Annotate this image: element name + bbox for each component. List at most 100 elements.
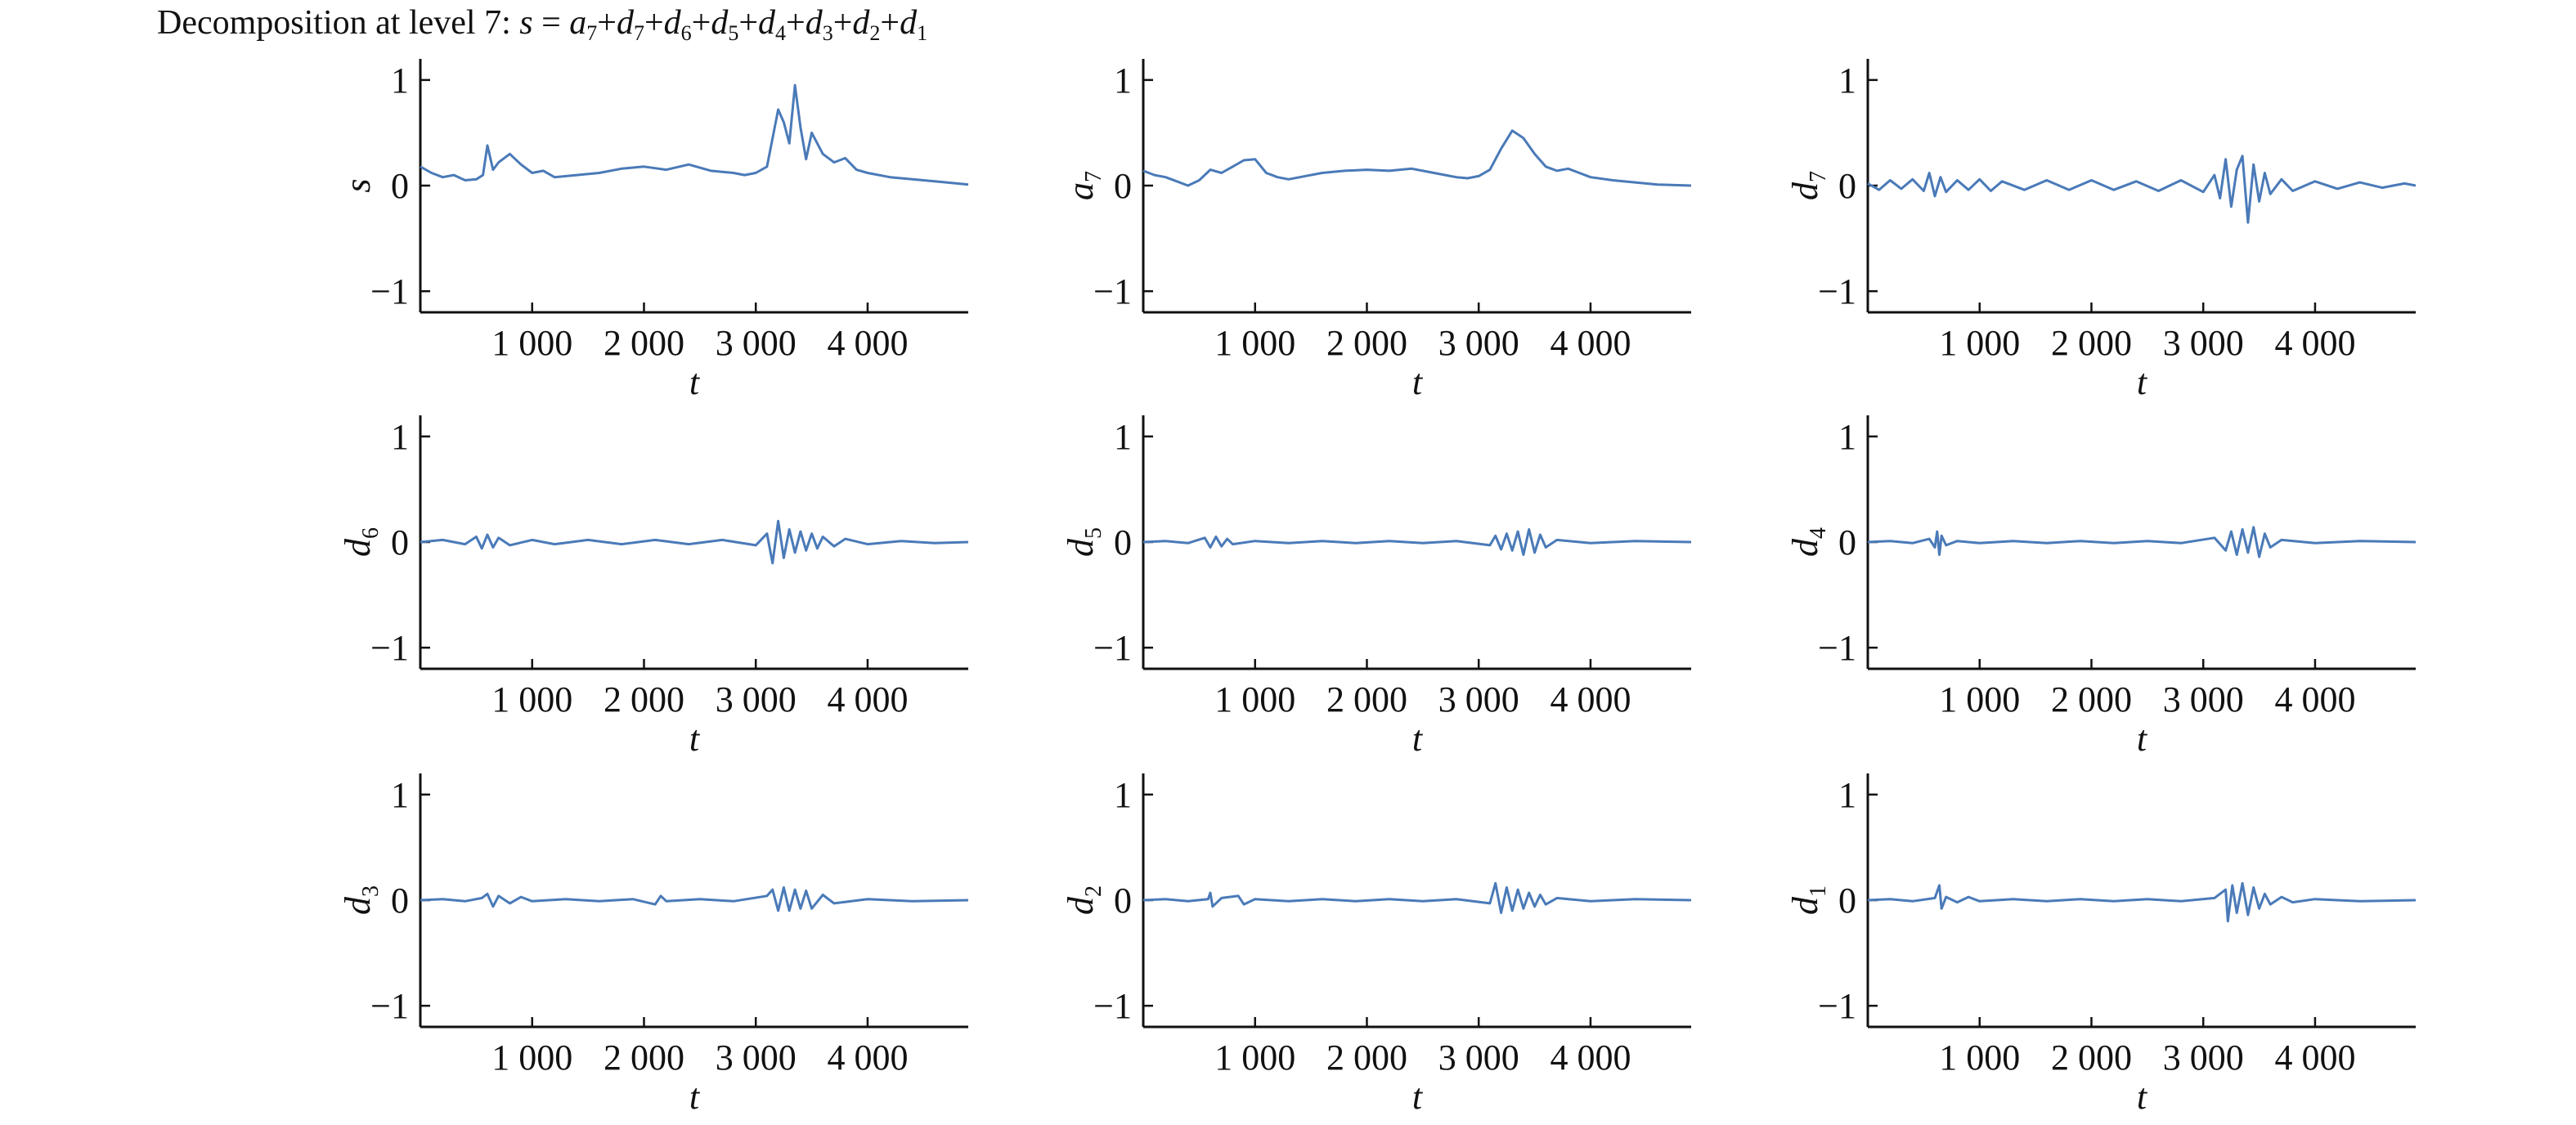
x-tick-label: 3 000	[1438, 323, 1519, 363]
title-prefix: Decomposition at level 7:	[157, 4, 520, 42]
y-tick-label: 0	[1114, 166, 1132, 206]
subplot-a7: −1 0 1 1 000 2 000 3 000 4 000 t a7	[1061, 59, 1692, 402]
x-tick-label: 4 000	[1550, 1038, 1631, 1078]
y-tick-label: 0	[1838, 881, 1856, 921]
x-tick-label: 4 000	[1550, 679, 1631, 719]
y-axis-label: s	[338, 178, 378, 192]
y-tick-label: 1	[1838, 775, 1856, 815]
y-axis-label: d2	[1061, 885, 1106, 915]
y-axis-label: d1	[1785, 885, 1831, 915]
x-axis-label: t	[689, 362, 701, 402]
x-tick-label: 2 000	[604, 1038, 684, 1078]
subplot-d5: −1 0 1 1 000 2 000 3 000 4 000 t d5	[1061, 415, 1692, 759]
series-line-d4	[1867, 526, 2417, 558]
series-line-s	[420, 83, 969, 186]
x-axis-label: t	[689, 1077, 701, 1117]
figure-title: Decomposition at level 7: s = a7+d7+d6+d…	[157, 3, 927, 46]
x-axis-label: t	[1412, 719, 1424, 759]
x-tick-label: 3 000	[716, 323, 797, 363]
y-tick-label: 1	[1114, 61, 1132, 101]
x-tick-label: 1 000	[1214, 323, 1295, 363]
x-tick-label: 1 000	[491, 323, 572, 363]
x-tick-label: 2 000	[2051, 1038, 2132, 1078]
x-tick-label: 4 000	[827, 679, 908, 719]
y-axis-label: d7	[1785, 171, 1831, 200]
y-tick-label: −1	[1093, 271, 1132, 312]
x-tick-label: 4 000	[2274, 679, 2355, 719]
x-axis-label: t	[1412, 362, 1424, 402]
x-tick-label: 1 000	[1939, 323, 2020, 363]
subplot-d4: −1 0 1 1 000 2 000 3 000 4 000 t d4	[1785, 415, 2417, 759]
y-axis-label: a7	[1061, 171, 1106, 200]
x-tick-label: 3 000	[716, 1038, 797, 1078]
series-line-d2	[1142, 881, 1692, 914]
x-axis-label: t	[2137, 362, 2148, 402]
y-tick-label: −1	[370, 628, 409, 668]
y-tick-label: 0	[1114, 881, 1132, 921]
y-tick-label: −1	[1818, 271, 1856, 312]
y-tick-label: 0	[1114, 522, 1132, 562]
x-axis-label: t	[2137, 1077, 2148, 1117]
y-tick-label: 1	[391, 61, 409, 101]
x-tick-label: 2 000	[604, 323, 684, 363]
y-tick-label: 0	[1838, 166, 1856, 206]
x-tick-label: 2 000	[1326, 323, 1407, 363]
x-tick-label: 3 000	[2163, 679, 2244, 719]
y-tick-label: 1	[391, 775, 409, 815]
x-tick-label: 3 000	[2163, 323, 2244, 363]
x-tick-label: 1 000	[491, 1038, 572, 1078]
x-tick-label: 1 000	[1214, 1038, 1295, 1078]
y-tick-label: 0	[391, 522, 409, 562]
y-tick-label: 0	[391, 881, 409, 921]
y-axis-label: d4	[1785, 527, 1831, 557]
y-tick-label: 1	[1838, 417, 1856, 457]
y-tick-label: 0	[391, 166, 409, 206]
y-tick-label: 0	[1838, 522, 1856, 562]
y-axis-label: d6	[338, 527, 384, 557]
x-tick-label: 2 000	[1326, 1038, 1407, 1078]
y-tick-label: −1	[1818, 986, 1856, 1026]
x-tick-label: 2 000	[604, 679, 684, 719]
series-line-d5	[1142, 528, 1692, 556]
subplot-d6: −1 0 1 1 000 2 000 3 000 4 000 t d6	[338, 415, 969, 759]
x-tick-label: 1 000	[1939, 679, 2020, 719]
x-tick-label: 4 000	[2274, 1038, 2355, 1078]
y-tick-label: −1	[370, 986, 409, 1026]
title-equation: s = a7+d7+d6+d5+d4+d3+d2+d1	[519, 4, 928, 45]
x-tick-label: 3 000	[716, 679, 797, 719]
x-tick-label: 2 000	[2051, 323, 2132, 363]
x-axis-label: t	[2137, 719, 2148, 759]
y-tick-label: −1	[1093, 628, 1132, 668]
x-tick-label: 1 000	[491, 679, 572, 719]
x-axis-label: t	[1412, 1077, 1424, 1117]
y-tick-label: 1	[391, 417, 409, 457]
x-tick-label: 2 000	[2051, 679, 2132, 719]
subplot-d3: −1 0 1 1 000 2 000 3 000 4 000 t d3	[338, 773, 969, 1117]
x-tick-label: 4 000	[827, 323, 908, 363]
y-axis-label: d5	[1061, 527, 1106, 557]
y-tick-label: 1	[1114, 417, 1132, 457]
subplot-d1: −1 0 1 1 000 2 000 3 000 4 000 t d1	[1785, 773, 2417, 1117]
x-tick-label: 3 000	[2163, 1038, 2244, 1078]
x-tick-label: 4 000	[827, 1038, 908, 1078]
x-tick-label: 2 000	[1326, 679, 1407, 719]
x-axis-label: t	[689, 719, 701, 759]
series-line-d1	[1867, 881, 2417, 923]
series-line-a7	[1142, 129, 1692, 187]
x-tick-label: 1 000	[1939, 1038, 2020, 1078]
x-tick-label: 1 000	[1214, 679, 1295, 719]
subplot-d7: −1 0 1 1 000 2 000 3 000 4 000 t d7	[1785, 59, 2417, 402]
subplot-s: −1 0 1 1 000 2 000 3 000 4 000 t s	[338, 59, 969, 402]
series-line-d7	[1867, 155, 2417, 224]
y-axis-label: d3	[338, 885, 384, 915]
series-line-d3	[420, 886, 969, 912]
y-tick-label: −1	[370, 271, 409, 312]
subplot-d2: −1 0 1 1 000 2 000 3 000 4 000 t d2	[1061, 773, 1692, 1117]
x-tick-label: 3 000	[1438, 679, 1519, 719]
x-tick-label: 4 000	[1550, 323, 1631, 363]
y-tick-label: −1	[1093, 986, 1132, 1026]
x-tick-label: 3 000	[1438, 1038, 1519, 1078]
y-tick-label: 1	[1838, 61, 1856, 101]
y-tick-label: −1	[1818, 628, 1856, 668]
